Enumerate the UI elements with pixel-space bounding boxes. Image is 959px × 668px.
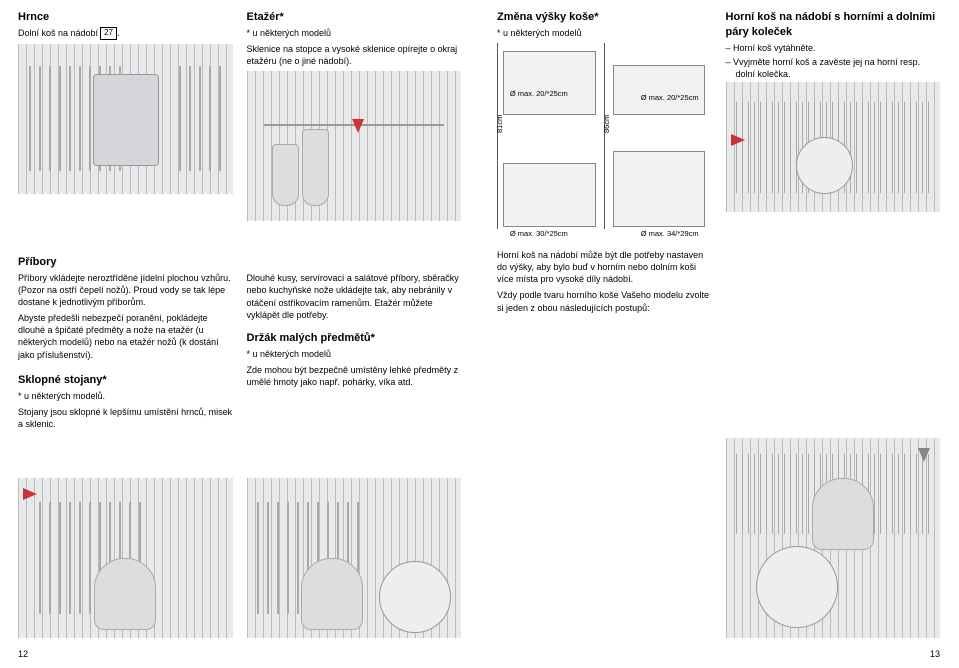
left-col1: Hrnce Dolní koš na nádobí27. Příbory Pří…: [18, 10, 233, 434]
page-number-right: 13: [930, 648, 940, 660]
dim-height-left: 81cm: [495, 115, 505, 133]
text-sklopne-1: * u některých modelů.: [18, 390, 233, 402]
text-dlouhe: Dlouhé kusy, servírovací a salátové příb…: [247, 272, 462, 321]
heading-horni-kos: Horní koš na nádobí s horními a dolními …: [726, 10, 941, 40]
illustration-etazer: [247, 71, 462, 221]
right-col1: Změna výšky koše* * u některých modelů Ø…: [497, 10, 712, 318]
heading-zmena: Změna výšky koše*: [497, 10, 712, 25]
spread: Hrnce Dolní koš na nádobí27. Příbory Pří…: [0, 0, 959, 668]
right-col2: Horní koš na nádobí s horními a dolními …: [726, 10, 941, 318]
ref-tag: 27: [100, 27, 117, 40]
left-col2: Etažér* * u některých modelů Sklenice na…: [247, 10, 462, 434]
text-horni-2: Vždy podle tvaru horního koše Vašeho mod…: [497, 289, 712, 313]
text-pribory-2: Abyste předešli nebezpečí poranění, pokl…: [18, 312, 233, 361]
text-horni-1: Horní koš na nádobí může být dle potřeby…: [497, 249, 712, 285]
dim-bottom-right: Ø max. 34/*29cm: [641, 229, 699, 239]
text-hrnce: Dolní koš na nádobí27.: [18, 27, 233, 40]
illustration-kolecka-1: [726, 82, 941, 212]
text-etazer-2: Sklenice na stopce a vysoké sklenice opí…: [247, 43, 462, 67]
steps-item: Vvyjměte horní koš a zavěste jej na horn…: [726, 56, 941, 80]
text-pribory-1: Příbory vkládejte neroztříděné jídelní p…: [18, 272, 233, 308]
dim-bottom-left: Ø max. 30/*25cm: [510, 229, 568, 239]
text-etazer-1: * u některých modelů: [247, 27, 462, 39]
dim-height-right: 86cm: [602, 115, 612, 133]
page-left: Hrnce Dolní koš na nádobí27. Příbory Pří…: [0, 0, 479, 668]
height-diagram: Ø max. 20/*25cm Ø max. 20/*25cm 81cm 86c…: [497, 43, 712, 243]
text-zmena-1: * u některých modelů: [497, 27, 712, 39]
illustration-sklopne: [18, 478, 233, 638]
steps-item: Horní koš vytáhněte.: [726, 42, 941, 54]
illustration-kolecka-2: [726, 438, 941, 638]
heading-etazer: Etažér*: [247, 10, 462, 25]
page-right: Změna výšky koše* * u některých modelů Ø…: [479, 0, 958, 668]
dim-top-right: Ø max. 20/*25cm: [641, 93, 699, 103]
heading-pribory: Příbory: [18, 255, 233, 270]
text-drzak-2: Zde mohou být bezpečně umístěny lehké př…: [247, 364, 462, 388]
heading-drzak: Držák malých předmětů*: [247, 331, 462, 346]
illustration-drzak: [247, 478, 462, 638]
illustration-hrnce: [18, 44, 233, 194]
text-sklopne-2: Stojany jsou sklopné k lepšímu umístění …: [18, 406, 233, 430]
page-number-left: 12: [18, 648, 28, 660]
text-drzak-1: * u některých modelů: [247, 348, 462, 360]
steps-list: Horní koš vytáhněte. Vvyjměte horní koš …: [726, 42, 941, 80]
heading-sklopne: Sklopné stojany*: [18, 373, 233, 388]
heading-hrnce: Hrnce: [18, 10, 233, 25]
dim-top-left: Ø max. 20/*25cm: [510, 89, 568, 99]
